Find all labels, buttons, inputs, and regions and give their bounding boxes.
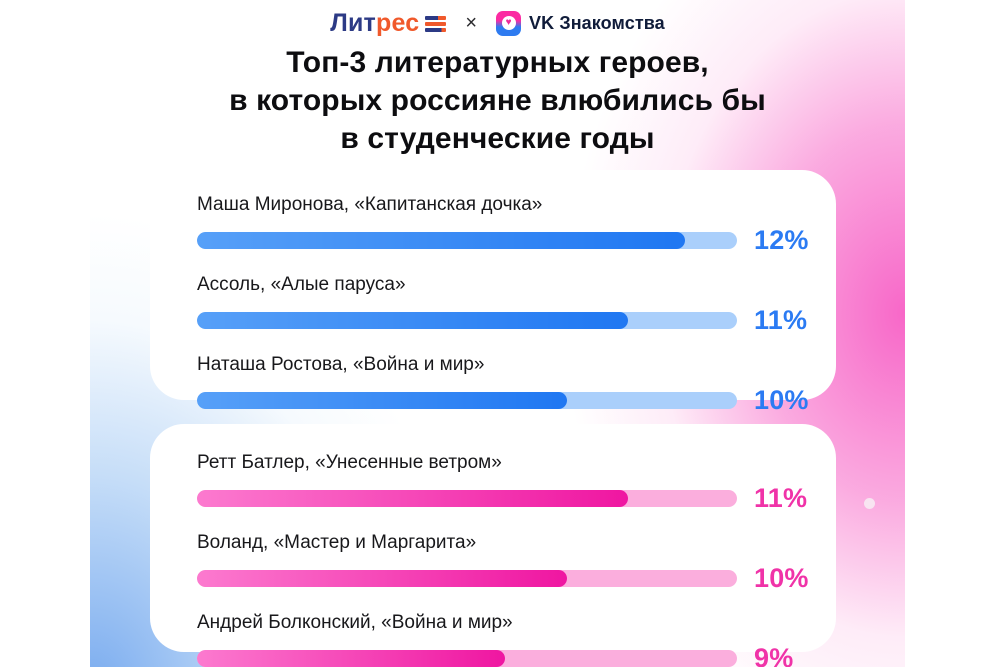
stat-bar-line: 9% — [197, 643, 812, 667]
stat-row: Ретт Батлер, «Унесенные ветром» 11% — [197, 450, 812, 514]
vk-dating-logo: ♥ VK Знакомства — [496, 10, 665, 36]
stat-value: 11% — [754, 483, 808, 513]
stat-bar-track — [197, 650, 737, 667]
vk-dating-label: VK Знакомства — [529, 12, 665, 33]
stat-label: Воланд, «Мастер и Маргарита» — [197, 532, 477, 553]
vk-dating-app-icon: ♥ — [496, 10, 522, 36]
stat-label: Андрей Болконский, «Война и мир» — [197, 612, 513, 633]
stats-card-blue: Маша Миронова, «Капитанская дочка» 12% А… — [150, 170, 836, 415]
stat-bar-line: 12% — [197, 225, 812, 256]
stat-bar-line: 10% — [197, 563, 812, 594]
stat-row: Андрей Болконский, «Война и мир» 9% — [197, 610, 812, 667]
stat-bar-track — [197, 392, 737, 409]
litres-wordmark: Литрес — [330, 9, 419, 38]
stat-bar-line: 10% — [197, 385, 812, 416]
collab-x-separator: × — [465, 11, 478, 34]
infographic-title: Топ-3 литературных героев, в которых рос… — [90, 44, 905, 158]
stat-value: 12% — [754, 225, 809, 255]
decorative-dot — [864, 498, 875, 509]
stat-bar-fill — [197, 312, 628, 329]
stat-value: 11% — [754, 305, 808, 335]
stat-label: Ассоль, «Алые паруса» — [197, 274, 406, 295]
stat-row: Маша Миронова, «Капитанская дочка» 12% — [197, 192, 812, 256]
stat-label: Наташа Ростова, «Война и мир» — [197, 354, 485, 375]
stat-value: 10% — [754, 563, 809, 593]
stat-row: Ассоль, «Алые паруса» 11% — [197, 272, 812, 336]
stat-value: 10% — [754, 385, 809, 415]
stat-label: Ретт Батлер, «Унесенные ветром» — [197, 452, 502, 473]
stat-bar-track — [197, 570, 737, 587]
heart-icon: ♥ — [505, 16, 512, 28]
heart-circle: ♥ — [501, 16, 516, 30]
stat-bar-track — [197, 312, 737, 329]
brand-header: Литрес × ♥ VK Знакомства — [90, 8, 905, 38]
stat-bar-line: 11% — [197, 305, 812, 336]
stat-row: Наташа Ростова, «Война и мир» 10% — [197, 352, 812, 416]
stat-bar-track — [197, 232, 737, 249]
stat-bar-track — [197, 490, 737, 507]
litres-wordmark-navy: Лит — [330, 8, 376, 37]
stat-bar-line: 11% — [197, 483, 812, 514]
stats-card-pink: Ретт Батлер, «Унесенные ветром» 11% Вола… — [150, 424, 836, 667]
stat-bar-fill — [197, 490, 628, 507]
stat-bar-fill — [197, 392, 567, 409]
litres-lines-icon — [425, 16, 447, 32]
title-line-2: в которых россияне влюбились бы — [229, 84, 766, 117]
title-line-1: Топ-3 литературных героев, — [286, 46, 709, 79]
stat-bar-fill — [197, 570, 567, 587]
litres-logo: Литрес — [330, 9, 447, 38]
stat-row: Воланд, «Мастер и Маргарита» 10% — [197, 530, 812, 594]
stat-label: Маша Миронова, «Капитанская дочка» — [197, 194, 543, 215]
litres-wordmark-orange: рес — [375, 8, 420, 37]
title-line-3: в студенческие годы — [340, 122, 655, 155]
stat-value: 9% — [754, 643, 794, 667]
stat-bar-fill — [197, 232, 686, 249]
stat-bar-fill — [197, 650, 505, 667]
